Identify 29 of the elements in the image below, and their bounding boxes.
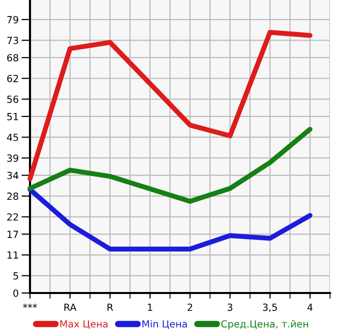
y-tick-label: 28 [7, 192, 18, 200]
y-tick-label: 45 [6, 134, 18, 142]
y-tick-label: 79 [7, 16, 18, 24]
legend-label: Сред.Цена, т.йен [221, 320, 308, 330]
y-tick-label: 62 [7, 74, 18, 82]
y-tick-label: 0 [13, 289, 18, 297]
x-tick-label: RA [64, 304, 76, 311]
y-tick-label: 11 [8, 252, 18, 259]
line-series [28, 187, 312, 252]
x-tick-label: *** [23, 304, 37, 308]
x-tick-label: 1 [148, 304, 152, 311]
legend-label: Max Цена [60, 320, 108, 329]
y-tick-label: 5 [13, 272, 18, 280]
y-tick-label: 51 [7, 113, 18, 120]
y-tick-label: 34 [7, 172, 18, 180]
y-tick-label: 73 [7, 36, 18, 44]
y-tick-label: 68 [7, 54, 18, 62]
y-tick-label: 22 [7, 213, 18, 221]
x-tick-label: 2 [188, 304, 192, 311]
legend-label: Min Цена [142, 320, 187, 329]
line-series [28, 30, 312, 182]
x-tick-label: R [108, 304, 114, 311]
x-tick-label: 4 [307, 304, 313, 311]
line-series [28, 126, 312, 204]
x-tick-label: 3,5 [263, 304, 277, 312]
y-tick-label: 17 [8, 230, 18, 238]
y-tick-label: 56 [7, 96, 18, 103]
y-tick-label: 39 [7, 154, 18, 162]
x-tick-label: 3 [228, 304, 232, 311]
